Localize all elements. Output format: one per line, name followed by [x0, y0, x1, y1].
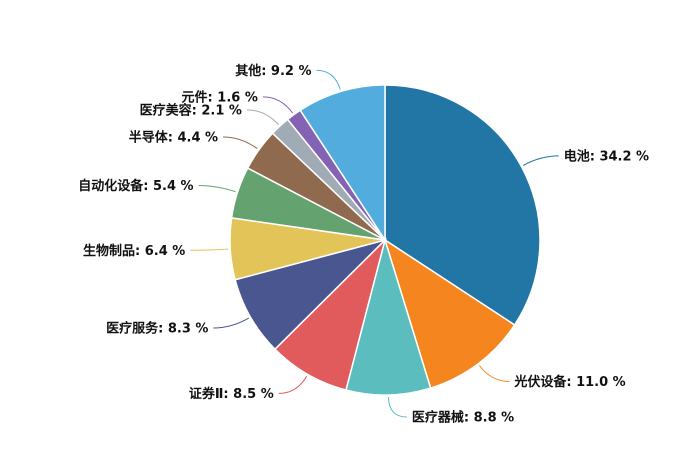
slice-label-9: 元件: 1.6 %: [182, 89, 258, 105]
slice-label-2: 医疗器械: 8.8 %: [412, 410, 514, 426]
slice-label-3: 证券Ⅱ: 8.5 %: [189, 386, 274, 402]
leader-line-2: [387, 396, 407, 418]
slice-1: [383, 238, 516, 390]
leader-lines: [190, 69, 559, 418]
slice-label-7: 半导体: 4.4 %: [129, 130, 218, 146]
leader-line-4: [213, 317, 250, 329]
slice-labels: 电池: 34.2 % 光伏设备: 11.0 % 医疗器械: 8.8 % 证券Ⅱ: 8.…: [78, 63, 649, 426]
slice-10: [299, 84, 386, 243]
leader-line-10: [316, 69, 341, 90]
leader-line-3: [278, 375, 308, 394]
leader-line-8: [246, 109, 279, 125]
leader-line-7: [223, 136, 258, 150]
slice-2: [345, 237, 432, 396]
slice-label-1: 光伏设备: 11.0 %: [513, 374, 625, 390]
leader-line-1: [478, 365, 510, 382]
pie-slices: [229, 84, 541, 396]
slice-label-8: 医疗美容: 2.1 %: [140, 102, 242, 118]
slice-label-5: 生物制品: 6.4 %: [83, 243, 185, 259]
leader-line-6: [198, 185, 236, 193]
slice-label-6: 自动化设备: 5.4 %: [78, 178, 193, 194]
slice-label-4: 医疗服务: 8.3 %: [106, 321, 208, 337]
leader-line-9: [262, 96, 294, 114]
slice-label-10: 其他: 9.2 %: [235, 63, 311, 79]
leader-line-5: [190, 248, 229, 251]
leader-line-0: [522, 155, 559, 166]
slice-label-0: 电池: 34.2 %: [564, 148, 649, 164]
